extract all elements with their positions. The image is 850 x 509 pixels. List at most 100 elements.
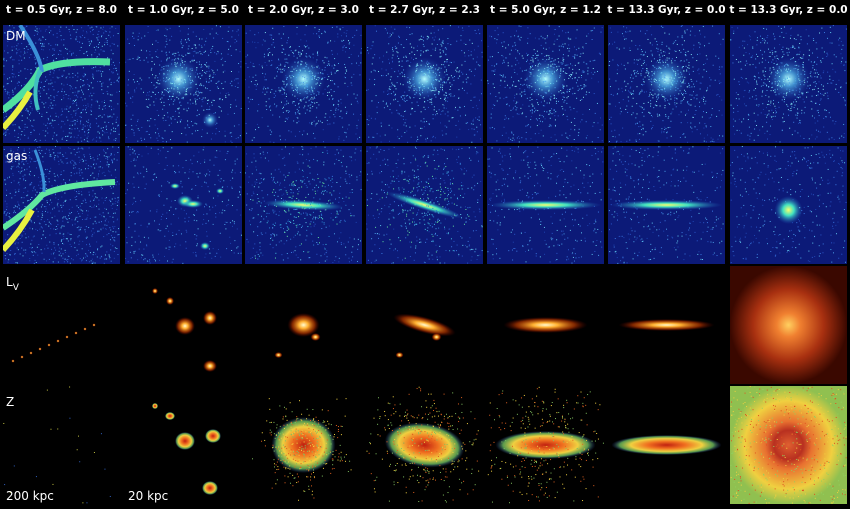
speck (806, 43, 808, 45)
speck (159, 73, 161, 75)
speck (134, 89, 136, 91)
speck (53, 59, 55, 61)
speck (657, 60, 659, 62)
speck (298, 102, 300, 104)
speck (340, 35, 342, 37)
speck (541, 115, 543, 117)
speck (82, 128, 84, 130)
speck (686, 101, 688, 103)
speck (184, 79, 186, 81)
speck (345, 136, 347, 138)
speck (817, 91, 819, 93)
speck (170, 83, 172, 85)
speck (802, 57, 804, 59)
speck (401, 71, 403, 73)
speck (385, 29, 387, 31)
speck (671, 74, 673, 76)
speck (388, 62, 390, 64)
speck (797, 72, 799, 74)
speck (267, 49, 269, 51)
speck (204, 97, 206, 99)
speck (752, 46, 754, 48)
speck (539, 120, 541, 122)
speck (271, 89, 273, 91)
speck (6, 60, 8, 62)
speck (62, 121, 64, 123)
speck (560, 70, 562, 72)
speck (112, 61, 114, 63)
speck (416, 136, 418, 138)
speck (282, 111, 284, 113)
speck (39, 98, 41, 100)
speck (7, 129, 9, 131)
speck (518, 62, 520, 64)
speck (675, 86, 677, 88)
speck (47, 122, 49, 124)
speck (461, 50, 463, 52)
speck (709, 85, 711, 87)
speck (826, 92, 828, 94)
speck (392, 32, 394, 34)
speck (631, 40, 633, 42)
speck (529, 85, 531, 87)
speck (300, 63, 302, 65)
speck (550, 75, 552, 77)
speck (555, 98, 557, 100)
speck (730, 104, 732, 106)
speck (640, 129, 642, 131)
speck (655, 96, 657, 98)
speck (637, 70, 639, 72)
speck (146, 94, 148, 96)
speck (314, 27, 316, 29)
speck (784, 78, 786, 80)
speck (548, 111, 550, 113)
speck (422, 121, 424, 123)
speck (623, 64, 625, 66)
speck (248, 76, 250, 78)
speck (58, 69, 60, 71)
speck (98, 53, 100, 55)
speck (212, 70, 214, 72)
speck (117, 103, 119, 105)
speck (617, 31, 619, 33)
speck (654, 66, 656, 68)
speck (261, 117, 263, 119)
speck (262, 39, 264, 41)
speck (357, 119, 359, 121)
speck (453, 95, 455, 97)
speck (796, 69, 798, 71)
speck (785, 69, 787, 71)
speck (188, 107, 190, 109)
speck (445, 54, 447, 56)
speck (326, 119, 328, 121)
speck (544, 92, 546, 94)
speck (165, 89, 167, 91)
speck (563, 96, 565, 98)
speck (403, 69, 405, 71)
speck (16, 139, 18, 141)
speck (668, 33, 670, 35)
speck (292, 94, 294, 96)
speck (84, 37, 86, 39)
speck (683, 60, 685, 62)
speck (73, 100, 75, 102)
filament (18, 25, 44, 73)
speck (672, 43, 674, 45)
speck (284, 53, 286, 55)
speck (652, 116, 654, 118)
speck (478, 29, 480, 31)
speck (614, 136, 616, 138)
speck (347, 94, 349, 96)
speck (663, 54, 665, 56)
speck (540, 35, 542, 37)
speck (515, 57, 517, 59)
speck (175, 66, 177, 68)
speck (830, 32, 832, 34)
speck (745, 60, 747, 62)
speck (77, 40, 79, 42)
speck (706, 70, 708, 72)
speck (92, 261, 94, 263)
speck (96, 46, 98, 48)
speck (378, 102, 380, 104)
speck (500, 80, 502, 82)
